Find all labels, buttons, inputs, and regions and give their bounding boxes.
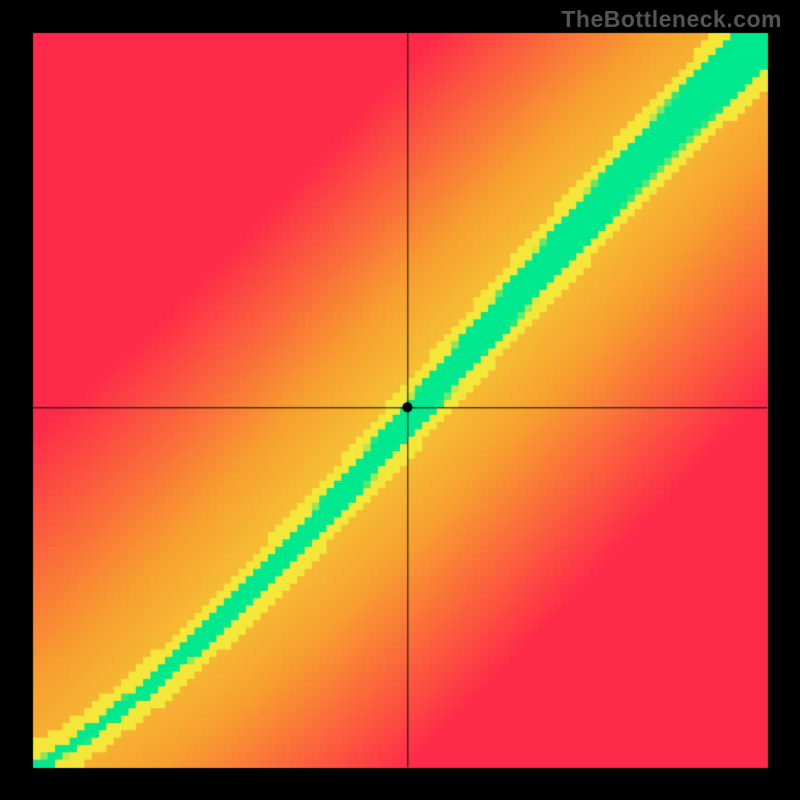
watermark-text: TheBottleneck.com: [561, 6, 782, 33]
crosshair-overlay: [0, 0, 800, 800]
chart-container: { "watermark": { "text": "TheBottleneck.…: [0, 0, 800, 800]
